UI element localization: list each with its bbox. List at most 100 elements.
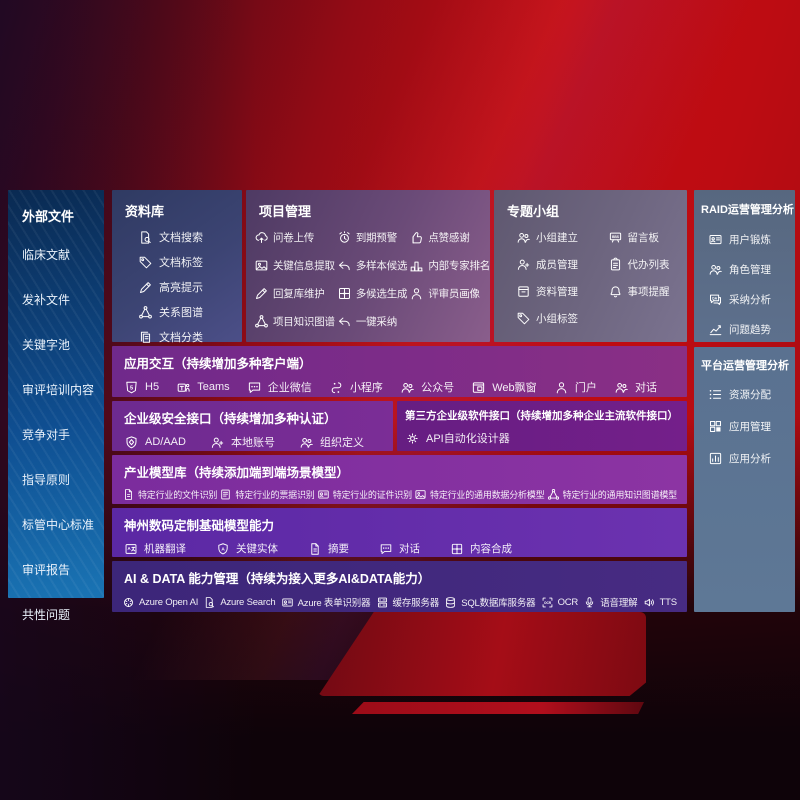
project-item[interactable]: 到期预警	[337, 230, 408, 245]
raid-item[interactable]: 用户锻炼	[708, 232, 795, 247]
clipboard-icon	[608, 257, 623, 272]
group-item[interactable]: 代办列表	[608, 257, 684, 272]
project-item[interactable]: 评审员画像	[409, 286, 490, 301]
sidebar-item[interactable]: 关键字池	[22, 336, 104, 353]
project-item[interactable]: 回复库维护	[254, 286, 335, 301]
sidebar-item[interactable]: 审评培训内容	[22, 381, 104, 398]
project-item[interactable]: 项目知识图谱	[254, 314, 335, 329]
sidebar-item[interactable]: 共性问题	[22, 606, 104, 623]
ai-data-item[interactable]: 语音理解	[583, 595, 638, 609]
interaction-item[interactable]: H5	[124, 380, 159, 395]
interaction-item-label: Web飘窗	[492, 382, 537, 394]
interaction-item[interactable]: 企业微信	[247, 379, 312, 395]
security-item[interactable]: 本地账号	[210, 434, 275, 450]
project-item[interactable]: 多候选生成	[337, 286, 408, 301]
raid-item[interactable]: 采纳分析	[708, 292, 795, 307]
interaction-item-label: 对话	[634, 382, 657, 394]
models-item[interactable]: 特定行业的通用数据分析模型	[414, 488, 545, 501]
models-item[interactable]: 特定行业的通用知识图谱模型	[547, 488, 677, 501]
ai-data-item[interactable]: TTS	[643, 596, 677, 609]
image-extract-icon	[254, 258, 269, 273]
security-item[interactable]: 组织定义	[299, 434, 364, 450]
ai-data-item[interactable]: 缓存服务器	[376, 595, 439, 609]
sidebar-item-label: 标管中心标准	[22, 518, 95, 532]
sidebar-item[interactable]: 发补文件	[22, 291, 104, 308]
project-item[interactable]: 问卷上传	[254, 230, 335, 245]
base-models-item[interactable]: 摘要	[308, 541, 349, 556]
ai-data-item[interactable]: Azure 表单识别器	[281, 595, 371, 609]
group-item[interactable]: 事项提醒	[608, 284, 684, 299]
interaction-item-label: H5	[145, 381, 160, 393]
platform-item[interactable]: 应用管理	[708, 419, 795, 434]
group-item[interactable]: 小组建立	[516, 230, 592, 245]
sidebar-item[interactable]: 竞争对手	[22, 426, 104, 443]
sidebar-item[interactable]: 指导原则	[22, 471, 104, 488]
group-item[interactable]: 小组标签	[516, 311, 592, 326]
id-card-icon	[317, 488, 330, 501]
sql-database-icon	[444, 596, 457, 609]
raid-item-label: 采纳分析	[729, 294, 771, 306]
back-arrow-icon	[337, 314, 352, 329]
models-items: 特定行业的文件识别 特定行业的票据识别 特定行业的证件识别 特定行业的通用数据分析模型…	[112, 481, 687, 501]
thirdparty-item[interactable]: API自动化设计器	[405, 430, 510, 446]
ocr-icon	[541, 596, 554, 609]
web-window-icon	[471, 380, 486, 395]
base-models-item[interactable]: 对话	[379, 541, 420, 556]
security-item[interactable]: AD/AAD	[124, 435, 186, 450]
base-models-item[interactable]: 关键实体	[216, 541, 278, 556]
interaction-item[interactable]: Web飘窗	[471, 379, 537, 395]
project-item[interactable]: 内部专家排名	[409, 258, 490, 273]
platform-item[interactable]: 应用分析	[708, 451, 795, 466]
sidebar-item[interactable]: 临床文献	[22, 246, 104, 263]
project-item-label: 评审员画像	[428, 288, 480, 300]
h5-icon	[124, 380, 139, 395]
group-item[interactable]: 资料管理	[516, 284, 592, 299]
people-icon	[708, 262, 723, 277]
ai-data-item[interactable]: SQL数据库服务器	[444, 595, 536, 609]
raid-item-label: 用户锻炼	[729, 234, 771, 246]
base-models-item[interactable]: 机器翻译	[124, 541, 186, 556]
models-item[interactable]: 特定行业的证件识别	[317, 488, 412, 501]
project-item[interactable]: 一键采纳	[337, 314, 408, 329]
interaction-item[interactable]: 公众号	[400, 379, 454, 395]
image-chart-icon	[414, 488, 427, 501]
library-item[interactable]: 文档分类	[138, 329, 242, 345]
project-item[interactable]: 点赞感谢	[409, 230, 490, 245]
ai-data-item[interactable]: OCR	[541, 596, 578, 609]
interaction-item[interactable]: 小程序	[329, 379, 383, 395]
raid-item[interactable]: 问题趋势	[708, 322, 795, 337]
interaction-item[interactable]: 对话	[614, 379, 657, 395]
grid-apps-icon	[708, 419, 723, 434]
project-item[interactable]: 关键信息提取	[254, 258, 335, 273]
models-item[interactable]: 特定行业的文件识别	[122, 488, 217, 501]
base-models-item-label: 关键实体	[236, 543, 278, 555]
group-item[interactable]: 留言板	[608, 230, 684, 245]
raid-item[interactable]: 角色管理	[708, 262, 795, 277]
base-models-item[interactable]: 内容合成	[450, 541, 512, 556]
project-item[interactable]: 多样本候选	[337, 258, 408, 273]
sidebar-item[interactable]: 标管中心标准	[22, 516, 104, 533]
library-item[interactable]: 关系图谱	[138, 304, 242, 320]
library-item[interactable]: 高亮提示	[138, 279, 242, 295]
base-models-item-label: 机器翻译	[144, 543, 186, 555]
project-item-label: 一键采纳	[355, 316, 398, 328]
models-title: 产业模型库（持续添加端到端场景模型）	[124, 466, 350, 480]
ai-data-item[interactable]: Azure Search	[203, 596, 276, 609]
sidebar-item[interactable]: 审评报告	[22, 561, 104, 578]
models-item[interactable]: 特定行业的票据识别	[219, 488, 315, 501]
group-item[interactable]: 成员管理	[516, 257, 592, 272]
interaction-item[interactable]: 门户	[554, 379, 597, 395]
decorative-red-shape	[318, 612, 646, 696]
interaction-item[interactable]: Teams	[176, 380, 230, 395]
platform-item[interactable]: 资源分配	[708, 387, 795, 402]
ai-data-item[interactable]: Azure Open AI	[122, 596, 198, 609]
library-item[interactable]: 文档搜索	[138, 229, 242, 245]
library-item[interactable]: 文档标签	[138, 254, 242, 270]
api-gear-icon	[405, 431, 420, 446]
topic-group-panel: 专题小组 小组建立 成员管理 资料管理 小组标签 留言板 代办列表 事项提醒	[494, 190, 687, 342]
entity-shield-icon	[216, 542, 230, 556]
wechat-work-icon	[247, 380, 262, 395]
project-title: 项目管理	[259, 204, 312, 219]
enterprise-security-band: 企业级安全接口（持续增加多种认证） AD/AAD 本地账号 组织定义	[112, 401, 393, 451]
